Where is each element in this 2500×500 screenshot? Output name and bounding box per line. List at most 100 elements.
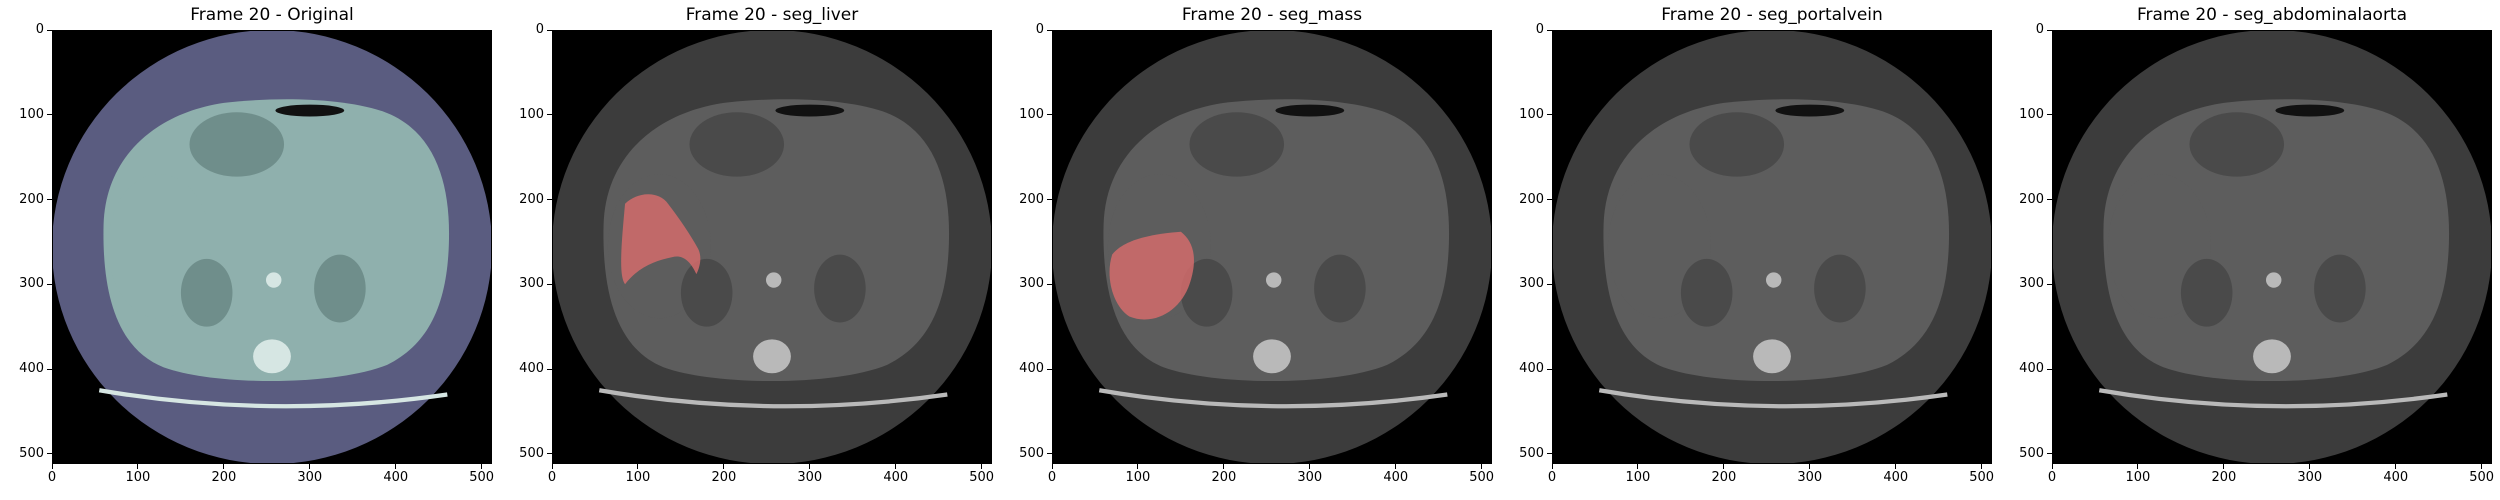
x-tick-mark — [1723, 464, 1725, 469]
y-tick-mark — [1047, 453, 1052, 455]
panel-title: Frame 20 - Original — [190, 5, 354, 25]
y-tick-label: 300 — [519, 276, 544, 292]
panel-4: Frame 20 - seg_portalvein 0 100 200 300 400 50… — [1500, 0, 1994, 500]
x-tick-label: 0 — [2047, 470, 2057, 485]
x-tick-label: 100 — [1625, 470, 1651, 485]
y-tick-label: 0 — [1535, 22, 1544, 37]
aorta — [265, 272, 282, 288]
x-tick-mark — [1637, 464, 1639, 469]
x-tick-mark — [723, 464, 725, 469]
y-tick-label: 100 — [2019, 106, 2044, 122]
y-tick-label: 500 — [519, 445, 544, 461]
y-tick-label: 200 — [19, 191, 44, 207]
x-tick-mark — [2137, 464, 2139, 469]
y-tick-label: 200 — [1519, 191, 1544, 207]
panel-2: Frame 20 - seg_liver 0 100 200 300 400 500 0 100… — [500, 0, 994, 500]
stomach — [689, 112, 785, 177]
y-tick-mark — [1547, 29, 1552, 31]
y-tick-mark — [2047, 283, 2052, 285]
scanner-table — [1598, 388, 1948, 409]
y-tick-mark — [1547, 114, 1552, 116]
x-tick-label: 500 — [969, 470, 995, 485]
x-tick-mark — [2481, 464, 2483, 469]
y-tick-label: 0 — [535, 22, 544, 37]
scanner-table — [2098, 388, 2448, 409]
x-tick-mark — [1809, 464, 1811, 469]
ct-slice-svg — [2052, 30, 2492, 464]
y-tick-label: 0 — [1035, 22, 1044, 37]
x-tick-mark — [2309, 464, 2311, 469]
panel-title: Frame 20 - seg_mass — [1181, 5, 1363, 25]
y-tick-mark — [1547, 368, 1552, 370]
x-tick-mark — [2223, 464, 2225, 469]
spine — [1253, 339, 1291, 374]
x-tick-mark — [2051, 464, 2053, 469]
bowel-gas — [1275, 104, 1345, 117]
right-kidney — [1314, 254, 1366, 323]
y-tick-mark — [1047, 283, 1052, 285]
y-tick-mark — [47, 368, 52, 370]
x-tick-label: 100 — [2125, 470, 2151, 485]
ct-slice-svg — [1052, 30, 1492, 464]
y-tick-mark — [1047, 114, 1052, 116]
y-tick-mark — [2047, 368, 2052, 370]
mass-mask — [1109, 231, 1194, 320]
y-tick-label: 200 — [519, 191, 544, 207]
y-tick-label: 300 — [1519, 276, 1544, 292]
y-tick-label: 100 — [1519, 106, 1544, 122]
aorta — [1765, 272, 1782, 288]
y-tick-label: 400 — [1519, 361, 1544, 377]
left-kidney — [680, 258, 733, 327]
x-tick-mark — [1895, 464, 1897, 469]
spine — [253, 339, 291, 374]
scanner-table — [1098, 388, 1448, 409]
x-tick-mark — [481, 464, 483, 469]
x-tick-label: 200 — [1711, 470, 1737, 485]
y-tick-mark — [2047, 453, 2052, 455]
x-tick-mark — [223, 464, 225, 469]
y-tick-mark — [2047, 199, 2052, 201]
x-tick-label: 200 — [211, 470, 237, 485]
spine — [1753, 339, 1791, 374]
x-tick-mark — [809, 464, 811, 469]
x-tick-mark — [1051, 464, 1053, 469]
right-kidney — [814, 254, 866, 323]
right-kidney — [1814, 254, 1866, 323]
x-tick-label: 0 — [47, 470, 57, 485]
y-tick-mark — [547, 283, 552, 285]
x-tick-label: 400 — [1383, 470, 1409, 485]
y-tick-label: 400 — [1019, 361, 1044, 377]
x-tick-label: 300 — [2297, 470, 2323, 485]
ct-image — [52, 30, 492, 464]
x-tick-label: 400 — [883, 470, 909, 485]
y-tick-label: 400 — [19, 361, 44, 377]
ct-image — [1552, 30, 1992, 464]
y-tick-label: 200 — [2019, 191, 2044, 207]
y-tick-mark — [1047, 29, 1052, 31]
x-tick-mark — [1223, 464, 1225, 469]
x-tick-mark — [1551, 464, 1553, 469]
x-tick-mark — [895, 464, 897, 469]
x-tick-mark — [2395, 464, 2397, 469]
bowel-gas — [2275, 104, 2345, 117]
x-tick-label: 0 — [547, 470, 557, 485]
liver-mask — [621, 194, 701, 285]
y-tick-mark — [47, 29, 52, 31]
bowel-gas — [275, 104, 345, 117]
x-tick-label: 300 — [797, 470, 823, 485]
x-tick-mark — [1481, 464, 1483, 469]
x-tick-label: 500 — [1469, 470, 1495, 485]
x-tick-label: 400 — [1883, 470, 1909, 485]
x-tick-mark — [1395, 464, 1397, 469]
y-tick-mark — [2047, 29, 2052, 31]
x-tick-label: 500 — [469, 470, 495, 485]
x-tick-mark — [137, 464, 139, 469]
left-kidney — [180, 258, 233, 327]
x-tick-mark — [637, 464, 639, 469]
y-tick-label: 500 — [19, 445, 44, 461]
y-tick-label: 300 — [19, 276, 44, 292]
x-tick-label: 300 — [297, 470, 323, 485]
x-tick-mark — [395, 464, 397, 469]
x-tick-label: 100 — [625, 470, 651, 485]
scanner-table — [598, 388, 948, 409]
